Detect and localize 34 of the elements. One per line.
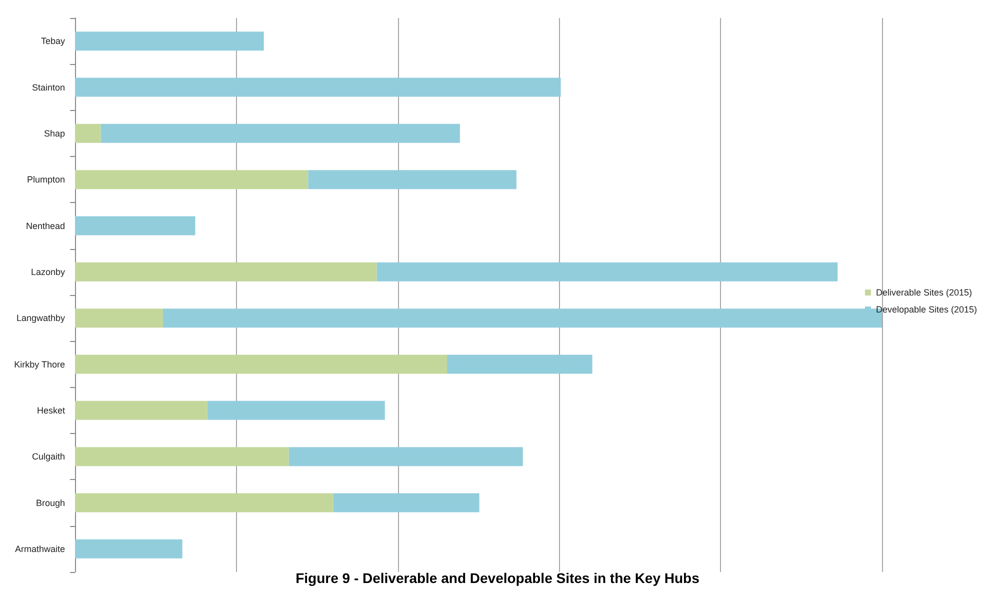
- bar: [75, 493, 334, 512]
- y-tick-label: Hesket: [36, 405, 66, 416]
- y-tick-label: Tebay: [40, 36, 66, 46]
- y-tick-label: Kirkby Thore: [14, 359, 65, 370]
- legend-label: Developable Sites (2015): [876, 304, 978, 314]
- bar: [333, 493, 480, 512]
- bar: [75, 32, 264, 51]
- y-tick-label: Brough: [36, 498, 65, 508]
- y-tick-label: Plumpton: [26, 174, 65, 185]
- y-tick-label: Lazonby: [30, 266, 66, 277]
- y-tick-label: Nenthead: [26, 220, 65, 231]
- bar: [75, 78, 561, 97]
- bar: [207, 400, 385, 420]
- bar: [75, 400, 208, 420]
- y-tick-label: Stainton: [32, 82, 65, 92]
- bar: [75, 170, 308, 190]
- text: Figure 9 - Deliverable and Developable Sites in the Key Hubs: [296, 570, 700, 586]
- y-tick-label: Armathwaite: [14, 544, 65, 554]
- bar: [308, 170, 516, 190]
- bar: [75, 262, 377, 282]
- bar: [376, 262, 838, 282]
- bar: [75, 216, 196, 236]
- bar: [75, 354, 448, 374]
- bar: [100, 124, 460, 143]
- bar: [447, 354, 592, 374]
- y-tick-label: Culgaith: [32, 452, 65, 462]
- bar: [75, 447, 289, 466]
- bar: [288, 447, 523, 466]
- y-tick-label: Shap: [44, 128, 65, 138]
- bar: [75, 539, 182, 558]
- bar: [75, 124, 101, 143]
- legend-label: Deliverable Sites (2015): [876, 288, 972, 298]
- y-tick-label: Langwathby: [16, 313, 66, 324]
- bar: [75, 308, 163, 328]
